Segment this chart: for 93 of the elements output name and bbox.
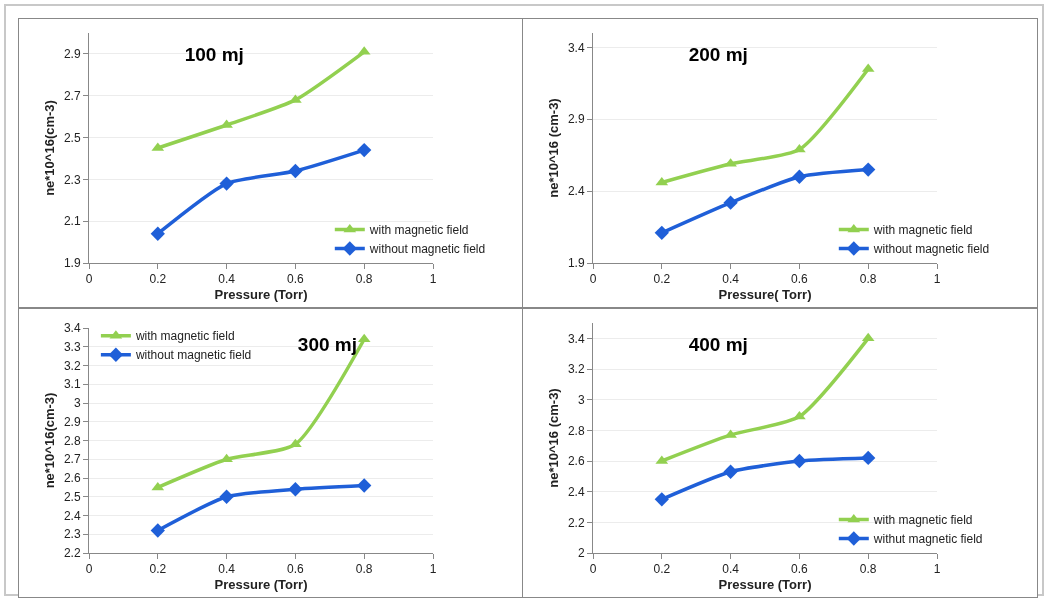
legend-label: withut magnetic field [872,532,983,547]
chart-title: 300 mj [297,334,357,356]
x-tick-label: 0 [589,272,597,287]
y-tick-label: 2.2 [63,546,81,561]
point [861,332,875,342]
legend-label: with magnetic field [134,329,235,344]
point [654,492,669,507]
y-tick-label: 3.2 [567,362,585,377]
y-tick-label: 3.4 [63,321,81,336]
x-tick-label: 0.2 [149,562,167,577]
legend-label: with magnetic field [872,223,973,238]
y-tick-label: 3 [577,392,585,407]
y-tick-label: 2.8 [63,433,81,448]
legend-label: without magnetic field [872,242,990,257]
y-tick-label: 3.4 [567,331,585,346]
y-tick-label: 2.1 [63,214,81,229]
x-tick-label: 0.8 [859,272,877,287]
point [792,453,807,469]
x-tick-label: 0 [589,562,597,577]
point [288,163,303,179]
y-tick-label: 2.9 [567,112,585,127]
x-tick-label: 0.2 [653,272,671,287]
x-tick-label: 0.4 [218,562,236,577]
point [723,195,738,210]
point [723,464,738,479]
y-axis-title: ne*10^16 (cm-3) [545,98,561,198]
y-tick-label: 2.9 [63,47,81,62]
y-tick-label: 2.6 [567,454,585,469]
y-tick-label: 2.4 [63,508,81,523]
y-tick-label: 2.7 [63,88,81,103]
point [288,482,303,497]
x-tick-label: 0.4 [722,272,740,287]
x-tick-label: 0.6 [287,562,305,577]
y-tick-label: 2.5 [63,489,81,504]
point [150,226,165,241]
x-tick-label: 1 [933,272,941,287]
point [219,489,234,504]
y-tick-label: 2.3 [63,527,81,542]
y-tick-label: 3.4 [567,40,585,55]
legend-label: without magnetic field [368,242,486,257]
point [654,225,669,240]
y-tick-label: 2.5 [63,130,81,145]
x-tick-label: 1 [933,562,941,577]
x-tick-label: 0 [85,562,93,577]
y-tick-label: 3 [73,396,81,411]
point [151,481,165,491]
y-tick-label: 1.9 [567,256,585,271]
text: 400 mj [688,334,748,356]
x-axis-title: Pressure (Torr) [214,577,308,592]
point [357,478,372,493]
y-tick-label: 1.9 [63,256,81,271]
point [861,162,876,177]
x-tick-label: 0.8 [355,562,373,577]
y-tick-label: 2.4 [567,184,585,199]
y-tick-label: 3.1 [63,377,81,392]
x-tick-label: 1 [429,562,437,577]
legend-label: with magnetic field [368,223,469,238]
point [357,142,372,158]
y-tick-label: 2.2 [567,515,585,530]
y-tick-label: 2.7 [63,452,81,467]
legend-label: with magnetic field [872,513,973,528]
text: 100 mj [184,44,244,66]
x-tick-label: 0 [85,272,93,287]
x-tick-label: 0.6 [287,272,305,287]
y-axis-title: ne*10^16(cm-3) [41,100,57,196]
y-tick-label: 2.9 [63,414,81,429]
y-tick-label: 2.3 [63,172,81,187]
x-tick-label: 0.8 [859,562,877,577]
x-tick-label: 0.2 [149,272,167,287]
x-axis-title: Pressure (Torr) [214,287,308,302]
point [861,450,876,466]
y-tick-label: 3.2 [63,358,81,373]
y-tick-label: 2.4 [567,484,585,499]
x-tick-label: 0.6 [791,562,809,577]
x-tick-label: 0.8 [355,272,373,287]
point [219,176,234,191]
point [150,523,165,538]
x-tick-label: 1 [429,272,437,287]
x-tick-label: 0.2 [653,562,671,577]
y-tick-label: 2.8 [567,423,585,438]
x-tick-label: 0.6 [791,272,809,287]
y-tick-label: 2 [577,546,585,561]
text: 200 mj [688,44,748,66]
y-tick-label: 3.3 [63,339,81,354]
x-axis-title: Pressure (Torr) [718,577,812,592]
x-tick-label: 0.4 [218,272,236,287]
y-axis-title: ne*10^16 (cm-3) [545,388,561,488]
x-tick-label: 0.4 [722,562,740,577]
legend-label: without magnetic field [134,348,252,363]
y-axis-title: ne*10^16(cm-3) [41,392,57,489]
y-tick-label: 2.6 [63,471,81,486]
x-axis-title: Pressure( Torr) [718,287,812,302]
point [792,169,807,184]
